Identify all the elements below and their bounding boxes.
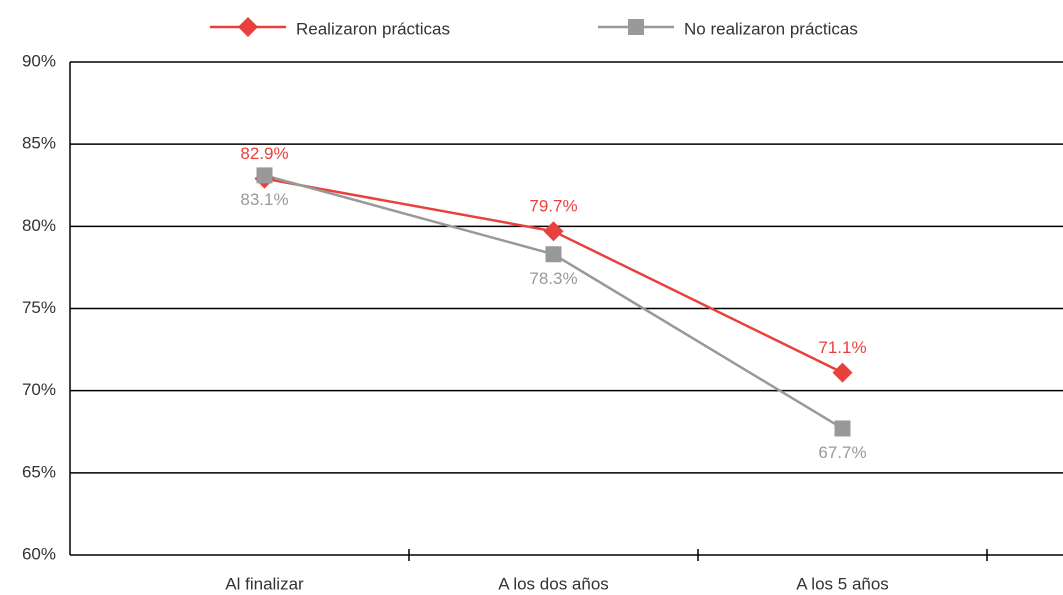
x-tick-label: A los dos años: [498, 574, 609, 593]
data-label: 71.1%: [818, 338, 866, 357]
y-tick-label: 90%: [22, 51, 56, 70]
marker: [832, 362, 853, 383]
data-label: 67.7%: [818, 443, 866, 462]
y-tick-label: 60%: [22, 544, 56, 563]
legend-marker: [628, 19, 644, 35]
legend-marker: [238, 17, 258, 37]
x-tick-label: A los 5 años: [796, 574, 889, 593]
y-tick-label: 75%: [22, 298, 56, 317]
y-tick-label: 65%: [22, 462, 56, 481]
x-tick-label: Al finalizar: [225, 574, 304, 593]
legend-label: No realizaron prácticas: [684, 19, 858, 38]
data-label: 78.3%: [529, 269, 577, 288]
data-label: 82.9%: [240, 144, 288, 163]
y-tick-label: 80%: [22, 216, 56, 235]
data-label: 79.7%: [529, 197, 577, 216]
legend-label: Realizaron prácticas: [296, 19, 450, 38]
marker: [543, 221, 564, 242]
marker: [834, 420, 851, 437]
y-tick-label: 85%: [22, 134, 56, 153]
marker: [545, 246, 562, 263]
y-tick-label: 70%: [22, 380, 56, 399]
marker: [256, 167, 273, 184]
data-label: 83.1%: [240, 190, 288, 209]
